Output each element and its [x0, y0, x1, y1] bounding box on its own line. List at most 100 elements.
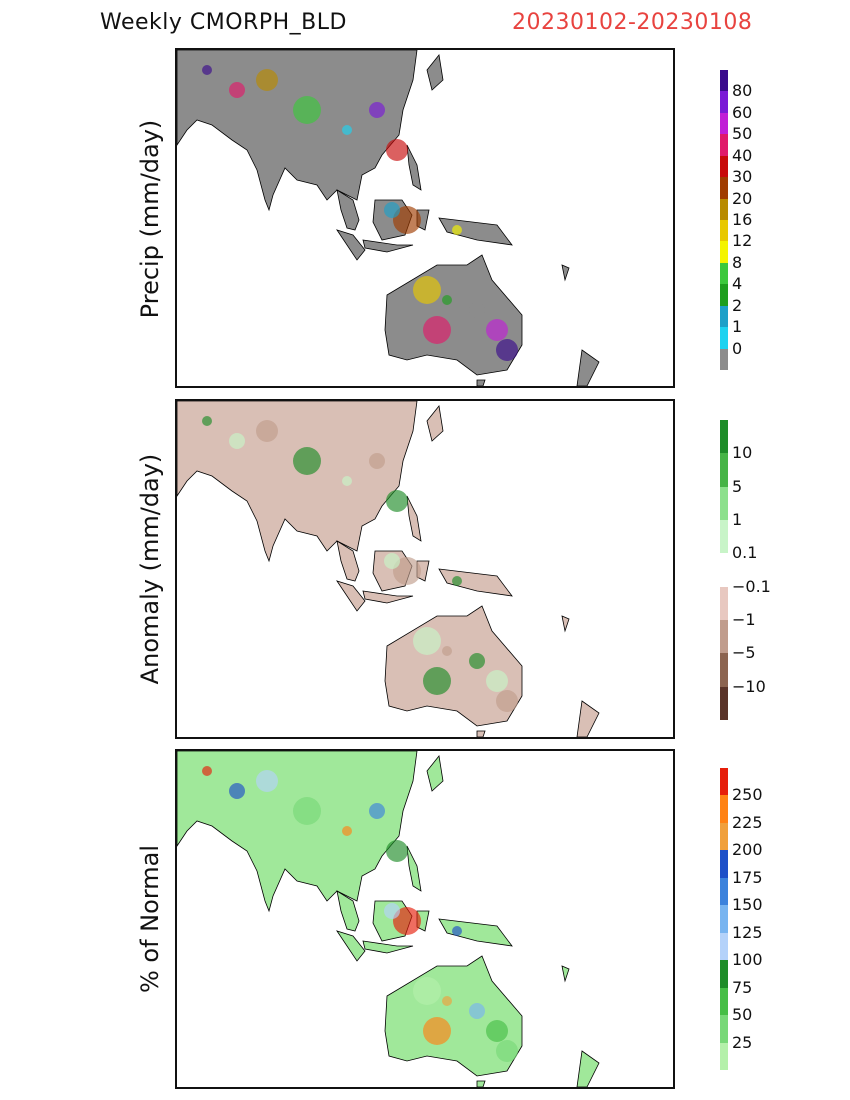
land-mass [561, 965, 570, 983]
colorbar-swatch [720, 520, 728, 554]
colorbar-label: 50 [732, 124, 753, 144]
precip-patch [452, 225, 462, 235]
precip-patch [442, 295, 452, 305]
land-mass [336, 890, 360, 932]
colorbar-label: 1 [732, 510, 743, 529]
colorbar-swatch [720, 1042, 728, 1071]
colorbar-label: 200 [732, 840, 763, 860]
percent-colorbar [720, 768, 728, 1071]
precip-patch [256, 69, 278, 91]
precip-patch [342, 826, 352, 836]
precip-patch [452, 576, 462, 586]
land-mass [438, 918, 513, 947]
precip-map [175, 48, 675, 388]
land-mass [362, 940, 414, 954]
precip-patch [423, 667, 451, 695]
colorbar-label: 5 [732, 476, 743, 496]
colorbar-label: 12 [732, 231, 753, 251]
precip-patch [202, 766, 212, 776]
colorbar-label: 60 [732, 102, 753, 122]
precip-patch [393, 907, 421, 935]
colorbar-swatch [720, 932, 728, 961]
colorbar-swatch [720, 960, 728, 989]
map-title: Weekly CMORPH_BLD [100, 10, 347, 35]
colorbar-swatch [720, 134, 728, 157]
colorbar-label: 8 [732, 252, 743, 272]
land-mass [561, 264, 570, 282]
precip-patch [202, 65, 212, 75]
colorbar-label: 0 [732, 338, 743, 358]
land-mass [426, 54, 444, 91]
anomaly-ylabel: Anomaly (mm/day) [136, 453, 164, 685]
colorbar-label: 25 [732, 1032, 753, 1052]
colorbar-swatch [720, 327, 728, 350]
date-range: 20230102-20230108 [512, 10, 753, 35]
colorbar-swatch [720, 620, 728, 654]
colorbar-swatch [720, 905, 728, 934]
colorbar-label: 4 [732, 274, 743, 294]
anomaly-colorbar [720, 420, 728, 721]
colorbar-label: 175 [732, 867, 763, 887]
precip-patch [384, 553, 400, 569]
land-mass [362, 590, 414, 604]
precip-patch [342, 125, 352, 135]
precip-patch [469, 1003, 485, 1019]
precip-colorbar [720, 70, 728, 371]
colorbar-swatch [720, 822, 728, 851]
precip-patch [486, 1020, 508, 1042]
colorbar-swatch [720, 795, 728, 824]
colorbar-swatch [720, 453, 728, 488]
colorbar-swatch [720, 70, 728, 92]
land-mass [336, 540, 360, 582]
precip-patch [469, 653, 485, 669]
precip-patch [384, 202, 400, 218]
land-mass [336, 189, 360, 231]
precip-patch [413, 276, 441, 304]
precip-patch [413, 627, 441, 655]
land-mass [576, 1050, 600, 1087]
precip-patch [496, 1040, 518, 1062]
land-mass [576, 349, 600, 386]
colorbar-swatch [720, 305, 728, 328]
land-mass [576, 700, 600, 737]
colorbar-swatch [720, 220, 728, 242]
colorbar-label: 50 [732, 1005, 753, 1025]
colorbar-label: −0.1 [732, 576, 771, 596]
colorbar-label: 16 [732, 210, 753, 229]
colorbar-swatch [720, 348, 728, 371]
precip-ylabel: Precip (mm/day) [136, 119, 164, 319]
precip-patch [202, 416, 212, 426]
precip-patch [469, 302, 485, 318]
land-mass [406, 144, 422, 191]
colorbar-swatch [720, 768, 728, 796]
land-mass [426, 755, 444, 792]
precip-patch [256, 420, 278, 442]
colorbar-swatch [720, 586, 728, 621]
land-mass [476, 730, 486, 737]
colorbar-label: 1 [732, 317, 743, 337]
precip-patch [413, 977, 441, 1005]
precip-patch [369, 102, 385, 118]
land-mass [177, 50, 418, 212]
colorbar-label: 40 [732, 145, 753, 165]
colorbar-swatch [720, 91, 728, 114]
precip-patch [496, 690, 518, 712]
precip-patch [293, 447, 321, 475]
precip-patch [386, 840, 408, 862]
colorbar-label: 125 [732, 922, 763, 942]
precip-patch [386, 490, 408, 512]
colorbar-swatch [720, 284, 728, 307]
precip-patch [293, 797, 321, 825]
precip-patch [256, 770, 278, 792]
precip-patch [442, 646, 452, 656]
precip-patch [229, 783, 245, 799]
land-mass [426, 405, 444, 442]
precip-patch [423, 1017, 451, 1045]
precip-patch [486, 319, 508, 341]
colorbar-label: −5 [732, 643, 756, 663]
colorbar-swatch [720, 486, 728, 521]
colorbar-swatch [720, 653, 728, 688]
colorbar-swatch [720, 686, 728, 721]
colorbar-swatch [720, 198, 728, 221]
precip-patch [342, 476, 352, 486]
